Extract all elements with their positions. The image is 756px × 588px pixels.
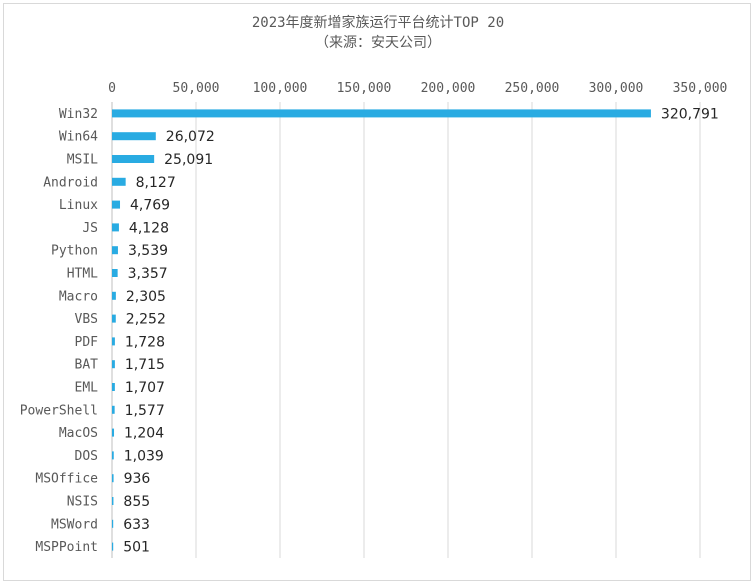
bar [112, 291, 116, 300]
chart-frame [3, 3, 751, 581]
bar [112, 200, 121, 209]
category-label: NSIS [67, 495, 98, 510]
category-label: BAT [75, 358, 99, 373]
category-label: PowerShell [20, 403, 98, 418]
category-label: MSPPoint [35, 540, 98, 555]
data-label: 501 [123, 540, 150, 556]
data-label: 2,252 [126, 312, 166, 328]
data-label: 8,127 [136, 175, 176, 191]
bar [112, 337, 115, 346]
bar [112, 360, 115, 369]
category-label: Win64 [59, 130, 98, 145]
data-label: 25,091 [164, 152, 213, 168]
x-tick-label: 100,000 [253, 81, 308, 96]
x-tick-label: 300,000 [589, 81, 644, 96]
category-label: PDF [75, 335, 99, 350]
category-label: HTML [67, 267, 98, 282]
bar [112, 223, 119, 232]
data-label: 3,539 [128, 243, 168, 259]
category-label: MSOffice [35, 472, 98, 487]
data-label: 320,791 [661, 106, 719, 122]
x-axis-ticks: 0 50,000 100,000 150,000 200,000 250,000 300,0… [108, 81, 727, 96]
x-tick-label: 150,000 [337, 81, 392, 96]
bar [112, 519, 114, 528]
bar [112, 109, 651, 118]
data-label: 1,707 [125, 380, 165, 396]
category-label: MacOS [59, 426, 98, 441]
data-label: 4,128 [129, 220, 169, 236]
gridlines [111, 102, 701, 558]
bar [112, 155, 155, 163]
category-label: JS [82, 221, 98, 236]
data-label: 855 [123, 494, 150, 510]
bar [112, 246, 118, 255]
category-label: EML [75, 381, 99, 396]
bar [112, 132, 156, 141]
category-label: Macro [59, 289, 98, 304]
category-label: VBS [75, 312, 98, 327]
bar [112, 269, 118, 277]
data-labels: 320,791 26,072 25,091 8,127 4,769 4,128 3,539 3… [123, 106, 719, 555]
bar [112, 497, 114, 505]
bar [112, 428, 115, 437]
data-label: 4,769 [130, 198, 170, 214]
data-label: 2,305 [126, 289, 166, 305]
bar [112, 451, 114, 460]
bar [112, 542, 114, 551]
category-label: Python [51, 244, 98, 259]
bar [112, 474, 114, 483]
bar [112, 383, 115, 391]
x-tick-label: 200,000 [421, 81, 476, 96]
x-tick-label: 0 [108, 81, 116, 96]
bar [112, 405, 115, 414]
category-label: Win32 [59, 107, 98, 122]
category-label: Linux [59, 198, 98, 213]
data-label: 1,039 [124, 448, 164, 464]
category-label: MSWord [51, 517, 98, 532]
data-label: 936 [124, 471, 151, 487]
category-label: MSIL [67, 153, 98, 168]
data-label: 1,728 [125, 334, 165, 350]
category-label: Android [43, 175, 98, 190]
category-label: DOS [75, 449, 98, 464]
x-tick-label: 50,000 [173, 81, 220, 96]
chart-title: 2023年度新增家族运行平台统计TOP 20 [251, 15, 505, 31]
data-label: 633 [123, 517, 150, 533]
x-tick-label: 250,000 [505, 81, 560, 96]
data-label: 1,204 [124, 426, 164, 442]
bar [112, 314, 116, 323]
bar [112, 177, 126, 186]
data-label: 3,357 [128, 266, 168, 282]
chart-subtitle: （来源：安天公司） [315, 35, 441, 51]
data-label: 1,577 [125, 403, 165, 419]
data-label: 26,072 [166, 129, 215, 145]
x-tick-label: 350,000 [673, 81, 728, 96]
data-label: 1,715 [125, 357, 165, 373]
bars [112, 109, 651, 551]
category-labels: Win32 Win64 MSIL Android Linux JS Python HTML Ma… [20, 107, 98, 555]
